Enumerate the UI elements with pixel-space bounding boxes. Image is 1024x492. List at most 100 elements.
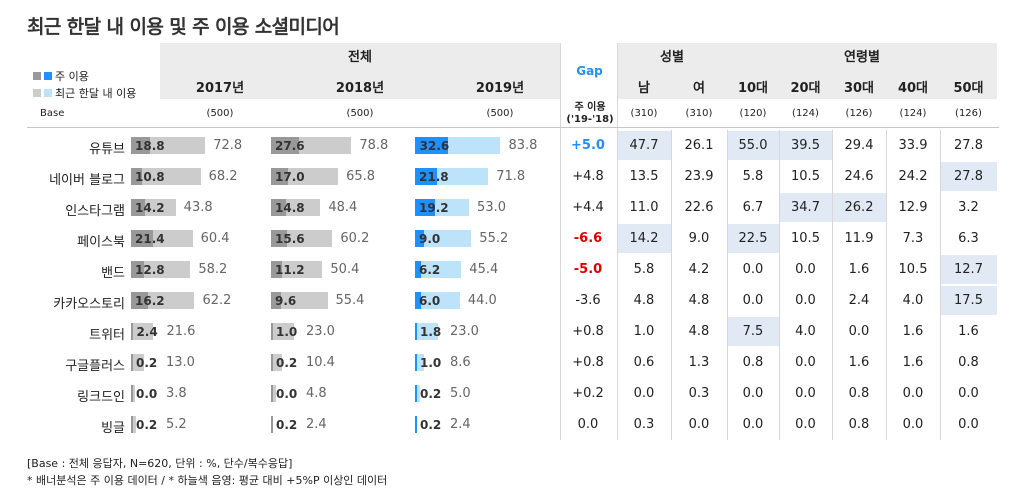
- header-year-2: 2019년: [475, 81, 525, 96]
- highlight-cell: [618, 131, 671, 160]
- bar-main-y2019: [415, 416, 417, 433]
- base-demo-1: (310): [685, 108, 713, 119]
- bar-main-y2017: [131, 354, 133, 371]
- bar-main-y2019: [415, 137, 449, 154]
- bar-recent-value-label: 2.4: [306, 417, 327, 432]
- bar-main-value-label: 1.8: [420, 325, 442, 339]
- highlight-cell: [728, 317, 779, 346]
- header-gender-1: 여: [693, 81, 705, 96]
- header-age-2: 30대: [843, 81, 875, 96]
- bar-main-y2017: [131, 230, 153, 247]
- demo-cell: 1.6: [958, 324, 979, 339]
- bar-main-y2018: [271, 261, 283, 278]
- bar-main-y2018: [271, 230, 287, 247]
- demo-cell: 0.0: [795, 417, 816, 432]
- bar-recent-value-label: 5.2: [166, 417, 187, 432]
- bar-main-y2019: [415, 323, 417, 340]
- demo-cell: 1.6: [848, 262, 870, 277]
- demo-cell: 5.8: [742, 169, 764, 184]
- bar-recent-value-label: 83.8: [508, 138, 538, 153]
- demo-col-separator: [779, 130, 780, 440]
- demo-cell: 4.8: [688, 324, 710, 339]
- bar-main-y2018: [271, 199, 287, 216]
- base-year-0: (500): [206, 108, 234, 119]
- bar-recent-y2018: [271, 385, 276, 402]
- demo-col-separator: [832, 130, 833, 440]
- demo-cell: 33.9: [898, 138, 928, 153]
- gap-left-separator: [560, 43, 561, 440]
- bar-recent-value-label: 10.4: [306, 355, 335, 370]
- demo-cell: 9.0: [688, 231, 710, 246]
- bar-recent-value-label: 5.0: [450, 386, 471, 401]
- gap-value: 0.0: [577, 417, 599, 432]
- base-demo-6: (126): [955, 108, 982, 119]
- bar-main-value-label: 0.2: [420, 418, 442, 432]
- base-label: Base: [40, 108, 65, 119]
- bar-recent-y2018: [271, 323, 295, 340]
- gap-value: -3.6: [575, 293, 601, 308]
- demo-cell: 10.5: [898, 262, 928, 277]
- demo-cell: 0.3: [688, 386, 710, 401]
- demo-cell: 0.0: [795, 262, 816, 277]
- legend-main-label: 주 이용: [55, 70, 89, 83]
- legend-main: 주 이용: [33, 68, 89, 84]
- demo-cell: 0.0: [958, 386, 979, 401]
- gap-value: +0.2: [572, 386, 604, 401]
- bar-main-value-label: 9.6: [275, 294, 297, 308]
- bar-main-y2019: [415, 354, 417, 371]
- bar-main-y2019: [415, 168, 438, 185]
- bar-main-value-label: 2.4: [136, 325, 158, 339]
- demo-cell: 23.9: [684, 169, 714, 184]
- demo-cell: 29.4: [844, 138, 874, 153]
- bar-main-value-label: 15.6: [275, 232, 305, 246]
- base-demo-5: (124): [899, 108, 927, 119]
- bar-main-value-label: 0.2: [276, 418, 298, 432]
- header-gender-0: 남: [638, 81, 650, 96]
- gap-value: +4.4: [572, 200, 604, 215]
- row-label: 트위터: [89, 328, 125, 343]
- bar-main-y2019: [415, 199, 435, 216]
- demo-cell: 4.2: [688, 262, 710, 277]
- bar-main-y2019: [415, 292, 422, 309]
- header-band-total: [160, 43, 560, 99]
- bar-main-y2018: [271, 137, 300, 154]
- bar-recent-value-label: 55.4: [335, 293, 365, 308]
- bar-main-value-label: 19.2: [419, 201, 449, 215]
- demo-cell: 4.8: [633, 293, 655, 308]
- chart-title: 최근 한달 내 이용 및 주 이용 소셜미디어: [27, 16, 340, 38]
- bar-recent-y2018: [271, 292, 328, 309]
- bar-main-y2018: [271, 168, 289, 185]
- demo-cell: 6.3: [958, 231, 979, 246]
- demo-cell: 4.0: [902, 293, 924, 308]
- row-label: 밴드: [101, 266, 125, 281]
- demo-cell: 0.0: [795, 355, 816, 370]
- header-gender: 성별: [660, 50, 684, 65]
- bar-main-value-label: 0.0: [276, 387, 298, 401]
- demo-cell: 26.2: [844, 200, 874, 215]
- bar-recent-value-label: 23.0: [450, 324, 479, 339]
- bar-main-value-label: 10.8: [135, 170, 165, 184]
- bar-recent-value-label: 2.4: [450, 417, 471, 432]
- bar-recent-value-label: 68.2: [208, 169, 238, 184]
- bar-recent-value-label: 60.4: [200, 231, 230, 246]
- demo-cell: 5.8: [633, 262, 655, 277]
- demo-cell: 24.2: [898, 169, 928, 184]
- bar-recent-y2019: [415, 261, 462, 278]
- bar-main-value-label: 9.0: [419, 232, 441, 246]
- bar-main-y2018: [271, 416, 273, 433]
- header-gap: Gap: [576, 64, 603, 78]
- bar-recent-y2017: [131, 354, 145, 371]
- row-label: 카카오스토리: [53, 297, 125, 312]
- demo-cell: 14.2: [629, 231, 659, 246]
- bar-main-value-label: 16.2: [135, 294, 165, 308]
- bar-main-y2019: [415, 385, 417, 402]
- demo-cell: 39.5: [791, 138, 820, 153]
- header-age-1: 20대: [790, 81, 821, 96]
- bar-recent-value-label: 8.6: [450, 355, 471, 370]
- bar-recent-value-label: 62.2: [202, 293, 232, 308]
- bar-main-value-label: 21.8: [419, 170, 449, 184]
- highlight-cell: [833, 193, 886, 222]
- bar-main-value-label: 1.0: [276, 325, 298, 339]
- bar-recent-value-label: 13.0: [166, 355, 195, 370]
- demo-cell: 11.9: [844, 231, 874, 246]
